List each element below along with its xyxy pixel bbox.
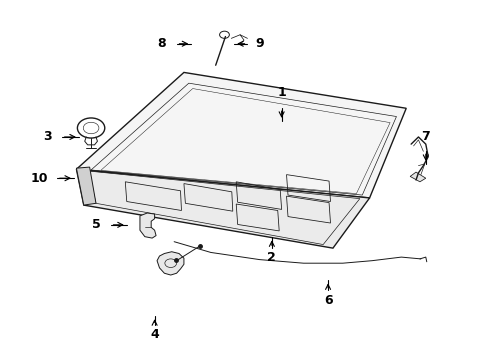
- Text: 4: 4: [150, 328, 159, 341]
- Text: 3: 3: [43, 130, 51, 144]
- Text: 6: 6: [324, 294, 332, 307]
- Polygon shape: [76, 167, 96, 205]
- Text: 2: 2: [268, 251, 276, 264]
- Polygon shape: [140, 213, 156, 238]
- Text: 10: 10: [31, 172, 49, 185]
- Text: 8: 8: [158, 37, 166, 50]
- Polygon shape: [157, 252, 184, 275]
- Polygon shape: [76, 72, 406, 198]
- Polygon shape: [76, 169, 369, 248]
- Polygon shape: [410, 172, 426, 182]
- Text: 9: 9: [255, 37, 264, 50]
- Text: 7: 7: [421, 130, 430, 144]
- Text: 5: 5: [92, 218, 100, 231]
- Text: 1: 1: [277, 86, 286, 99]
